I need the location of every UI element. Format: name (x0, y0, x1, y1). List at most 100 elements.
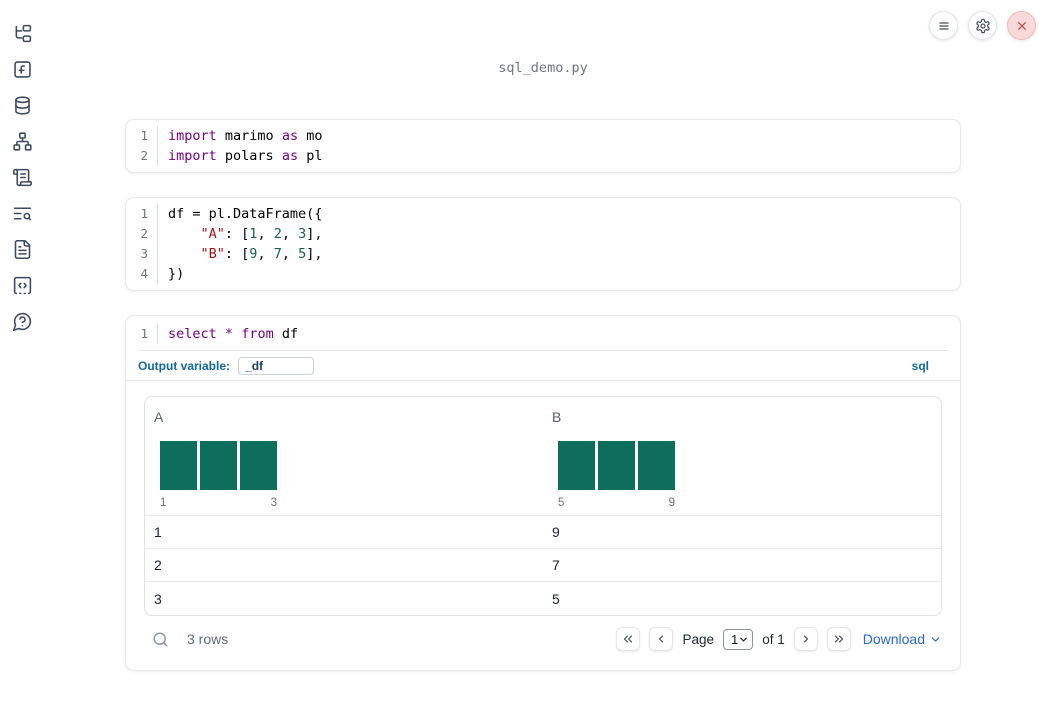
code-text: "B": [9, 7, 5], (158, 244, 323, 264)
sidebar-item-documentation[interactable] (10, 237, 34, 261)
next-page-button[interactable] (793, 627, 818, 651)
token: 1 (249, 226, 258, 242)
histogram-max-label: 3 (270, 497, 277, 509)
chevron-right-icon (803, 635, 808, 643)
token: 5 (298, 246, 307, 262)
page-label: Page (682, 631, 714, 647)
code-text: import marimo as mo (158, 126, 322, 146)
token: df = pl.DataFrame({ (168, 206, 323, 222)
code-line: 2 "A": [1, 2, 3], (126, 224, 960, 244)
token (168, 226, 201, 242)
histogram-bar (638, 441, 675, 490)
column-name: B (552, 409, 562, 425)
menu-icon (938, 21, 949, 30)
token: 9 (249, 246, 258, 262)
cells-container: 1 import marimo as mo 2 import polars as pl… (125, 119, 961, 671)
token (233, 326, 241, 342)
histogram-min-label: 1 (160, 497, 167, 509)
token: select (168, 326, 217, 342)
prev-page-button[interactable] (649, 627, 674, 651)
chevron-down-icon (931, 636, 940, 642)
menu-button[interactable] (929, 11, 958, 40)
line-number: 4 (126, 264, 158, 284)
download-button[interactable]: Download (863, 631, 942, 647)
code-text: select * from df (158, 324, 298, 344)
first-page-button[interactable] (616, 627, 641, 651)
sidebar-item-dependencies[interactable] (10, 129, 34, 153)
cell-python: 1 import marimo as mo 2 import polars as pl (125, 119, 961, 173)
search-button[interactable] (151, 629, 171, 649)
database-icon (14, 95, 30, 115)
sidebar-item-logs[interactable] (10, 201, 34, 225)
code-editor[interactable]: 1 import marimo as mo 2 import polars as pl (126, 120, 960, 172)
search-icon (153, 631, 168, 647)
sidebar-item-file-explorer[interactable] (10, 21, 34, 45)
token: 3 (298, 226, 307, 242)
gear-icon (975, 18, 990, 33)
histogram-min-label: 5 (558, 497, 565, 509)
histogram-bar (240, 441, 277, 490)
output-variable-label: Output variable: (138, 358, 231, 373)
shutdown-button[interactable] (1007, 11, 1036, 40)
token: df (273, 326, 299, 342)
notebook-actions (929, 11, 1036, 40)
histogram-bars (558, 441, 675, 490)
token: : [ (224, 226, 250, 242)
scroll-icon (12, 168, 32, 186)
code-line: 4}) (126, 264, 960, 284)
page-select[interactable]: 1 (722, 628, 754, 650)
line-number: 2 (126, 224, 158, 244)
line-number: 1 (126, 324, 158, 344)
token: : [ (224, 246, 250, 262)
sidebar-item-scratchpad[interactable] (10, 165, 34, 189)
code-line: 2 import polars as pl (126, 146, 960, 166)
histogram-bar (160, 441, 197, 490)
page-select-value: 1 (730, 631, 739, 647)
code-square-icon (13, 276, 31, 294)
cell-python: 1 df = pl.DataFrame({2 "A": [1, 2, 3], 3 "… (125, 197, 961, 291)
page-of-label: of 1 (762, 631, 785, 647)
language-badge: sql (911, 358, 929, 373)
table-cell: 9 (552, 524, 560, 540)
settings-button[interactable] (968, 11, 997, 40)
histogram-bar (200, 441, 237, 490)
chevrons-left-icon (624, 635, 633, 643)
code-line: 1 select * from df (126, 324, 960, 344)
text-search-icon (13, 206, 31, 220)
sidebar-item-chat[interactable] (10, 309, 34, 333)
table-cell: 1 (154, 524, 162, 540)
code-line: 1 df = pl.DataFrame({ (126, 204, 960, 224)
token: , (257, 226, 274, 242)
line-number: 2 (126, 146, 158, 166)
code-text: import polars as pl (158, 146, 322, 166)
sidebar-item-variables[interactable] (10, 57, 34, 81)
output-variable-input[interactable] (238, 356, 315, 375)
sidebar-item-datasources[interactable] (10, 93, 34, 117)
help-bubble-icon (12, 312, 31, 331)
sidebar-item-snippets[interactable] (10, 273, 34, 297)
token: , (281, 246, 299, 262)
token: ], (306, 226, 323, 242)
table-footer: 3 rows Page 1 of 1 Download (144, 624, 942, 654)
last-page-button[interactable] (826, 627, 851, 651)
code-text: "A": [1, 2, 3], (158, 224, 323, 244)
row-count: 3 rows (187, 631, 229, 647)
token: ], (306, 246, 323, 262)
sql-cell-footer: Output variable: sql (126, 351, 960, 380)
helper-panel-sidebar (0, 0, 44, 713)
token: from (241, 326, 274, 342)
notebook-area: sql_demo.py 1 import marimo as mo 2 import … (125, 0, 961, 671)
code-editor[interactable]: 1 df = pl.DataFrame({2 "A": [1, 2, 3], 3 "… (126, 198, 960, 290)
table-cell: 7 (552, 557, 560, 573)
code-editor[interactable]: 1 select * from df (126, 316, 960, 350)
